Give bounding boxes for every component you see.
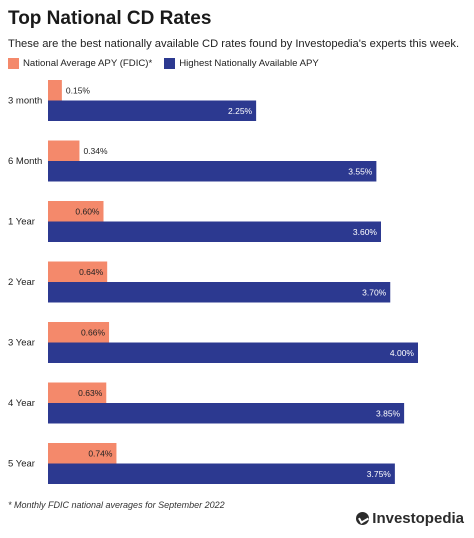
value-label-highest-available: 2.25% [228,106,253,116]
value-label-national-average: 0.63% [78,388,103,398]
bar-national-average [48,80,62,101]
value-label-highest-available: 3.70% [362,287,387,297]
investopedia-logo-icon [356,512,370,525]
legend-swatch-highest-available [164,58,176,69]
value-label-highest-available: 3.75% [367,469,392,479]
legend-item-highest-available: Highest Nationally Available APY [164,58,319,69]
value-label-national-average: 0.66% [81,327,106,337]
bar-highest-available [48,403,405,424]
bar-highest-available [48,282,391,303]
value-label-national-average: 0.74% [88,448,113,458]
bar-highest-available [48,100,257,121]
bar-highest-available [48,221,381,242]
value-label-highest-available: 3.60% [353,227,378,237]
chart-subtitle: These are the best nationally available … [8,38,460,50]
value-label-highest-available: 3.85% [376,408,401,418]
category-label: 5 Year [8,459,35,470]
bar-national-average [48,140,80,161]
chart-title: Top National CD Rates [8,8,212,29]
brand-logo: Investopedia [356,510,464,527]
bar-highest-available [48,161,377,182]
value-label-national-average: 0.64% [79,267,104,277]
legend-label-highest-available: Highest Nationally Available APY [179,58,319,69]
footnote: * Monthly FDIC national averages for Sep… [8,500,225,510]
bar-national-average [48,201,104,222]
legend: National Average APY (FDIC)* Highest Nat… [8,58,331,69]
brand-name: Investopedia [372,510,464,527]
value-label-national-average: 0.15% [66,85,91,95]
category-label: 3 Year [8,338,35,349]
bar-highest-available [48,342,418,363]
category-label: 3 month [8,96,42,107]
bar-national-average [48,261,108,282]
category-label: 1 Year [8,217,35,228]
legend-swatch-national-average [8,58,19,69]
value-label-highest-available: 4.00% [390,348,415,358]
bar-chart: 3 month 0.15% 2.25% 6 Month 0.34% 3.55% 1 Year… [8,80,418,484]
category-label: 2 Year [8,277,35,288]
value-label-national-average: 0.34% [83,146,108,156]
value-label-national-average: 0.60% [75,206,100,216]
bar-national-average [48,382,107,403]
legend-item-national-average: National Average APY (FDIC)* [8,58,152,69]
category-label: 6 Month [8,156,42,167]
value-label-highest-available: 3.55% [348,166,373,176]
category-label: 4 Year [8,398,35,409]
bar-national-average [48,322,110,343]
bar-highest-available [48,463,395,484]
bar-national-average [48,443,117,464]
legend-label-national-average: National Average APY (FDIC)* [23,58,153,69]
